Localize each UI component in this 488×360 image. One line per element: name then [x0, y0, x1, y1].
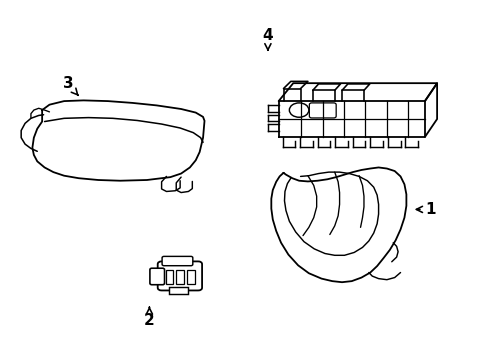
Text: 4: 4 — [262, 28, 273, 50]
Bar — [176, 270, 183, 284]
FancyBboxPatch shape — [309, 103, 335, 118]
Text: 1: 1 — [415, 202, 435, 217]
Text: 2: 2 — [144, 307, 155, 328]
FancyBboxPatch shape — [162, 256, 192, 266]
Text: 3: 3 — [62, 76, 78, 95]
FancyBboxPatch shape — [150, 268, 164, 285]
Bar — [168, 287, 188, 294]
Bar — [186, 270, 194, 284]
Bar — [165, 270, 173, 284]
FancyBboxPatch shape — [158, 261, 202, 291]
